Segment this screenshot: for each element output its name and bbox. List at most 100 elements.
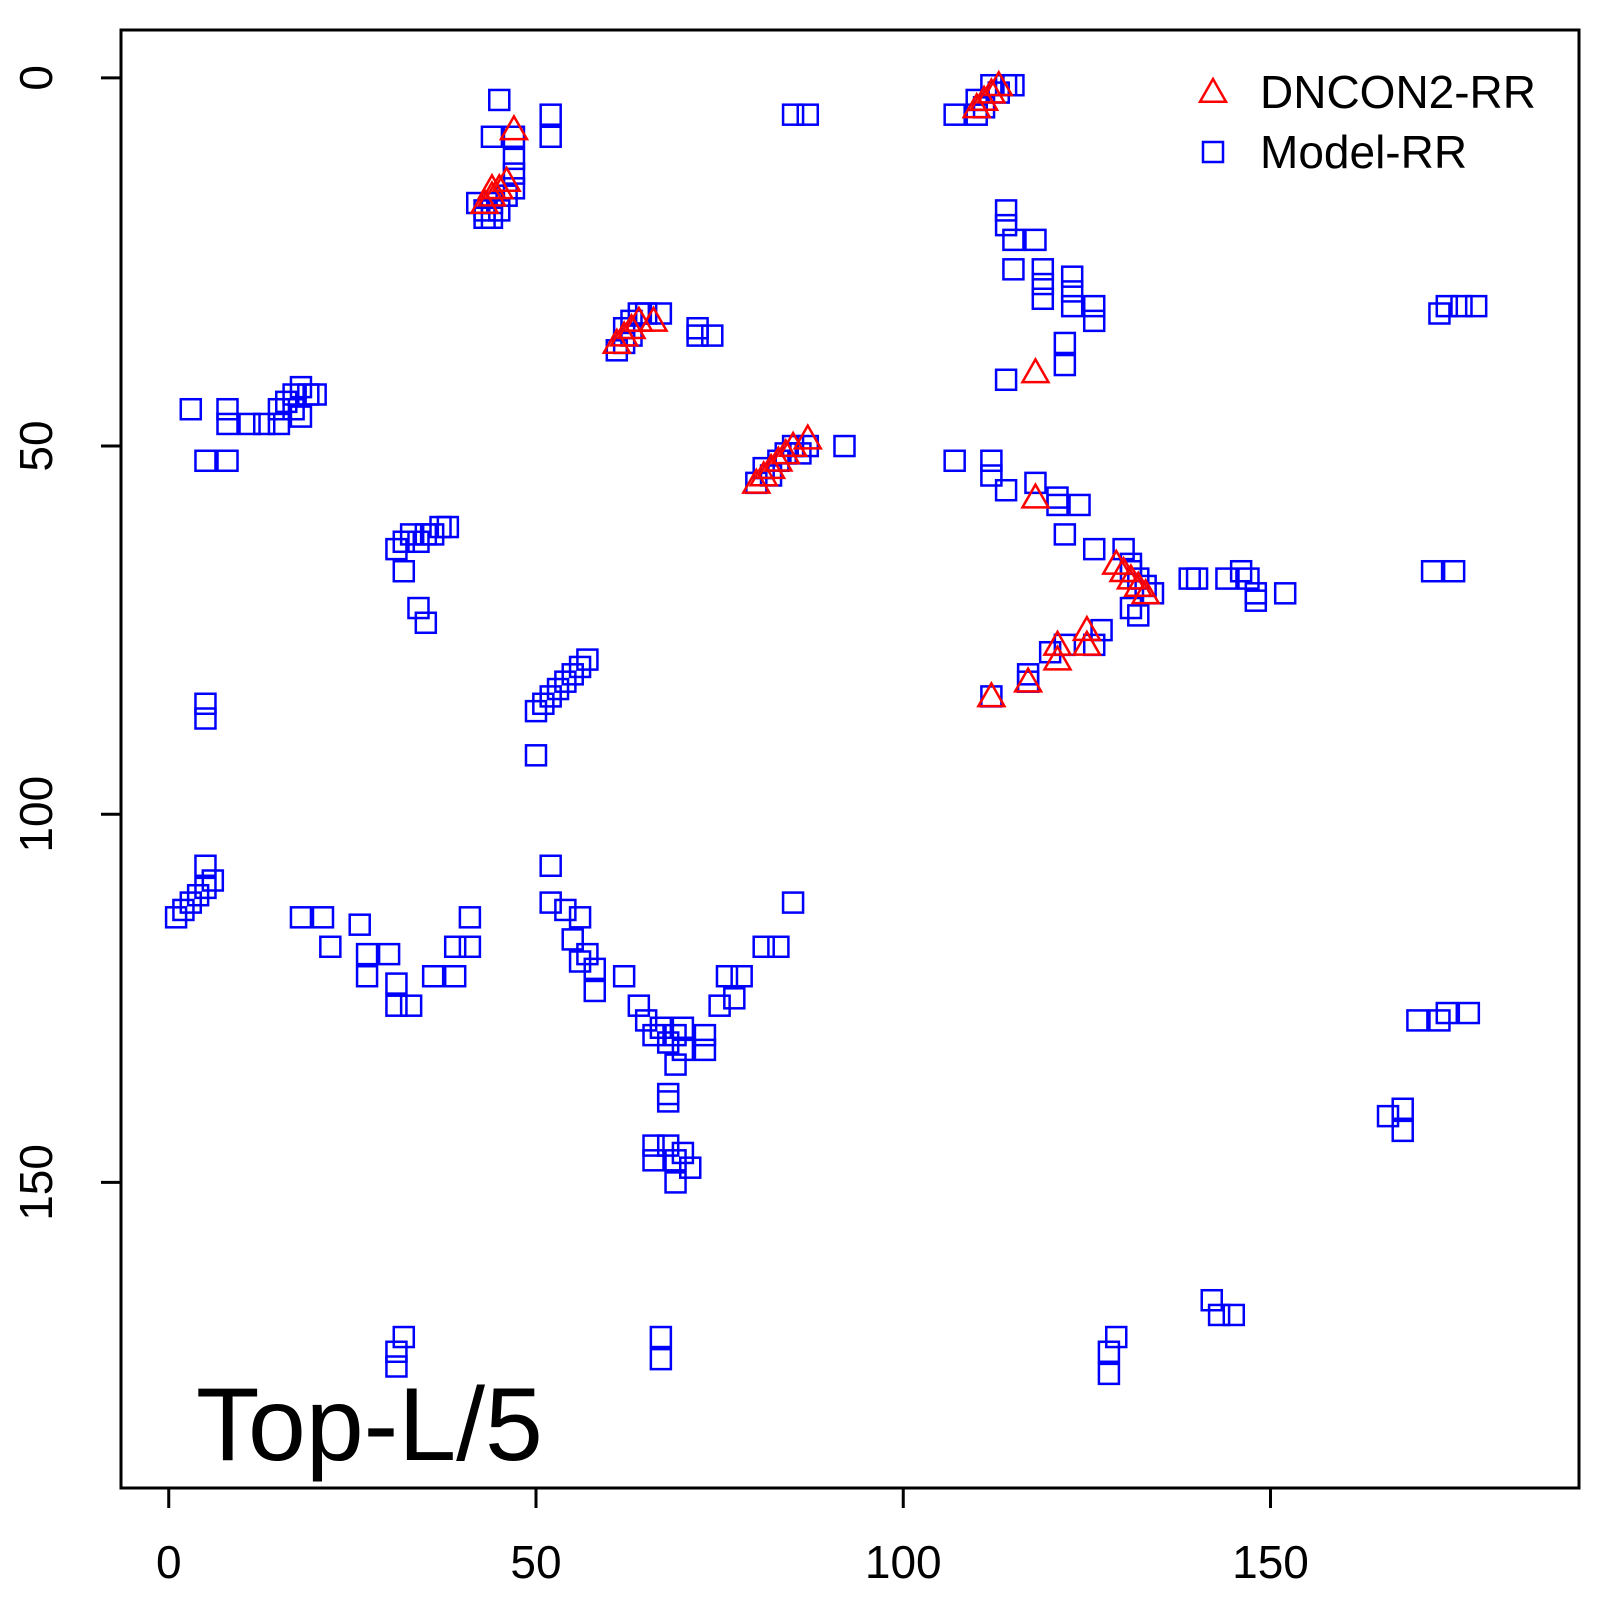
model-rr-point	[1229, 559, 1253, 583]
model-rr-point	[943, 103, 966, 126]
model-rr-point	[693, 1023, 717, 1047]
model-rr-point	[781, 103, 805, 126]
model-rr-point	[377, 942, 401, 966]
model-rr-point	[532, 692, 555, 716]
model-rr-point	[1097, 1362, 1121, 1386]
model-rr-point	[488, 88, 511, 112]
model-rr-point	[1215, 567, 1238, 590]
model-rr-point	[965, 103, 988, 126]
plot-frame	[119, 28, 1581, 1490]
model-rr-point	[414, 523, 438, 546]
model-rr-point	[216, 412, 239, 436]
model-rr-point	[1031, 272, 1055, 296]
model-rr-point	[502, 147, 526, 171]
dncon2-rr-point	[976, 680, 1007, 708]
model-rr-point	[796, 434, 820, 458]
model-rr-point	[267, 397, 291, 421]
model-rr-point	[1435, 1001, 1459, 1025]
model-rr-point	[1031, 287, 1055, 311]
model-rr-point	[671, 1038, 695, 1062]
model-rr-point	[634, 1009, 658, 1032]
model-rr-point	[678, 1156, 702, 1179]
model-rr-point	[576, 942, 599, 966]
model-rr-point	[216, 397, 239, 421]
model-rr-point	[194, 876, 217, 900]
model-rr-point	[664, 1171, 687, 1194]
model-rr-point	[833, 434, 856, 458]
model-rr-point	[1068, 493, 1091, 517]
model-rr-point	[216, 449, 239, 473]
legend-label: Model-RR	[1260, 126, 1467, 178]
model-rr-point	[1082, 294, 1106, 318]
model-rr-point	[943, 449, 966, 473]
model-rr-point	[194, 707, 217, 730]
model-rr-point	[480, 125, 504, 149]
model-rr-point	[1053, 353, 1077, 377]
model-rr-point	[194, 854, 217, 878]
model-rr-point	[275, 390, 298, 414]
dncon2-rr-point	[1042, 629, 1073, 656]
model-rr-point	[1457, 1001, 1481, 1025]
model-rr-point	[1450, 294, 1473, 318]
model-rr-point	[289, 906, 313, 929]
model-rr-point	[642, 1023, 665, 1047]
legend-triangle-icon	[1197, 76, 1229, 103]
model-rr-point	[179, 891, 203, 914]
model-rr-point	[1185, 567, 1209, 590]
model-rr-point	[980, 464, 1003, 487]
y-tick-label: 100	[10, 776, 62, 853]
model-rr-point	[1200, 1288, 1223, 1312]
model-rr-point	[458, 935, 482, 959]
dncon2-rr-point	[763, 445, 794, 472]
legend: DNCON2-RR Model-RR	[1197, 66, 1536, 178]
model-rr-point	[385, 972, 408, 995]
series-dncon2-rr	[469, 69, 1161, 708]
model-rr-point	[1046, 486, 1069, 509]
model-rr-point	[186, 883, 210, 907]
model-rr-point	[994, 213, 1018, 237]
model-rr-point	[656, 1082, 680, 1106]
model-rr-point	[436, 515, 460, 539]
model-rr-point	[399, 523, 423, 546]
model-rr-point	[392, 1325, 416, 1349]
model-rr-point	[686, 324, 709, 347]
x-tick-label: 50	[510, 1536, 561, 1588]
model-rr-point	[671, 1141, 695, 1165]
model-rr-point	[723, 987, 746, 1010]
model-rr-point	[319, 935, 342, 959]
model-rr-point	[1046, 493, 1069, 517]
model-rr-point	[1127, 604, 1150, 627]
dncon2-rr-point	[1123, 570, 1154, 597]
model-rr-point	[407, 596, 430, 620]
model-rr-point	[539, 854, 562, 878]
model-rr-point	[539, 891, 562, 914]
y-tick-label: 50	[10, 420, 62, 471]
x-axis: 0 50 100 150	[156, 1486, 1309, 1588]
x-tick-label: 100	[865, 1536, 942, 1588]
model-rr-point	[1082, 537, 1106, 561]
model-rr-point	[414, 611, 438, 635]
model-rr-point	[429, 515, 452, 539]
model-rr-point	[392, 530, 416, 554]
model-rr-point	[179, 397, 203, 421]
model-rr-point	[1207, 1303, 1231, 1327]
dncon2-rr-point	[968, 84, 1000, 111]
dncon2-rr-point	[983, 69, 1014, 97]
model-rr-point	[693, 1038, 717, 1062]
model-rr-point	[502, 125, 526, 149]
model-rr-point	[443, 935, 467, 959]
model-rr-point	[252, 412, 276, 436]
dncon2-rr-point	[1071, 614, 1103, 642]
model-rr-point	[524, 744, 548, 767]
model-rr-point	[282, 383, 305, 406]
dncon2-rr-point	[469, 187, 500, 215]
model-rr-point	[605, 339, 629, 362]
model-rr-point	[1097, 1340, 1121, 1364]
model-rr-point	[1435, 294, 1459, 318]
dncon2-rr-point	[1020, 356, 1051, 384]
model-rr-point	[1082, 309, 1106, 333]
model-rr-point	[1244, 582, 1268, 605]
model-rr-point	[1244, 589, 1268, 612]
model-rr-point	[546, 677, 570, 701]
panel-label: Top-L/5	[196, 1367, 543, 1483]
